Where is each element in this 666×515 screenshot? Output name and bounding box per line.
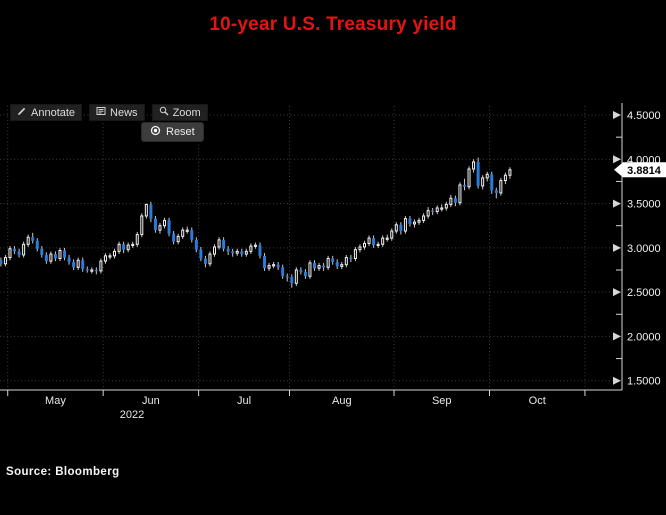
svg-text:3.5000: 3.5000 — [627, 199, 661, 211]
reset-button[interactable]: Reset — [141, 122, 204, 142]
svg-text:Sep: Sep — [432, 395, 452, 407]
zoom-button[interactable]: Zoom — [151, 104, 208, 121]
news-label: News — [110, 106, 138, 119]
svg-text:May: May — [45, 395, 66, 407]
svg-text:2.0000: 2.0000 — [627, 331, 661, 343]
annotate-label: Annotate — [31, 106, 76, 119]
reset-target-icon — [150, 125, 161, 139]
svg-text:Aug: Aug — [332, 395, 352, 407]
svg-text:3.0000: 3.0000 — [627, 243, 661, 255]
news-button[interactable]: News — [89, 104, 145, 121]
annotate-button[interactable]: Annotate — [10, 104, 83, 121]
svg-text:Oct: Oct — [529, 395, 546, 407]
svg-text:Jun: Jun — [142, 395, 160, 407]
chart-toolbar: Annotate News Zoom — [10, 104, 208, 121]
svg-text:2022: 2022 — [120, 409, 144, 421]
svg-text:4.5000: 4.5000 — [627, 110, 661, 122]
last-price-badge — [614, 162, 666, 178]
last-price-value: 3.8814 — [627, 165, 662, 177]
pencil-icon — [17, 106, 27, 119]
svg-text:Jul: Jul — [237, 395, 251, 407]
chart-title: 10-year U.S. Treasury yield — [209, 14, 457, 35]
svg-text:1.5000: 1.5000 — [627, 376, 661, 388]
magnifier-icon — [159, 106, 169, 119]
svg-text:2.5000: 2.5000 — [627, 287, 661, 299]
reset-label: Reset — [166, 126, 195, 138]
newspaper-icon — [96, 106, 106, 119]
source-label: Source: Bloomberg — [6, 466, 120, 478]
zoom-label: Zoom — [172, 106, 201, 119]
